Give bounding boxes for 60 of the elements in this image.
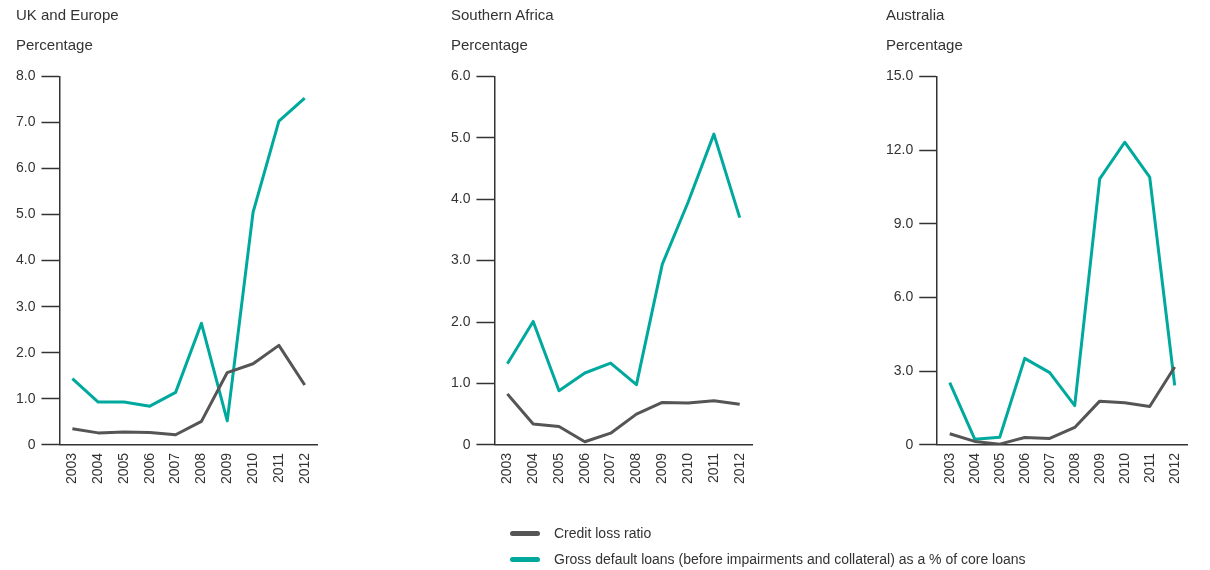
legend-label: Gross default loans (before impairments and collateral) as a % of core loans [554,551,1026,567]
y-tick-label: 9.0 [893,214,914,231]
chart-title: Southern Africa [451,6,554,23]
x-tick-label: 2010 [1115,452,1132,485]
x-tick-label: 2007 [166,452,183,485]
y-tick-label: 1.0 [450,374,471,391]
y-tick-label: 3.0 [15,297,36,314]
legend-label: Credit loss ratio [554,525,652,541]
y-tick-label: 7.0 [15,113,36,130]
x-tick-label: 2012 [1165,452,1182,485]
x-tick-label: 2010 [678,452,695,485]
y-tick-label: 6.0 [893,288,914,305]
x-tick-label: 2010 [243,452,260,485]
y-tick-label: 5.0 [450,128,471,145]
y-tick-label: 1.0 [15,389,36,406]
x-tick-label: 2005 [114,452,131,485]
x-tick-label: 2012 [295,452,312,485]
x-tick-label: 2006 [1015,452,1032,485]
x-tick-label: 2005 [990,452,1007,485]
y-tick-label: 2.0 [15,343,36,360]
y-tick-label: 8.0 [15,67,36,84]
x-tick-label: 2003 [940,452,957,485]
x-tick-label: 2008 [192,452,209,485]
x-tick-label: 2011 [269,452,286,483]
x-tick-label: 2008 [627,452,644,485]
x-tick-label: 2011 [704,452,721,483]
y-axis-title: Percentage [886,36,963,53]
x-tick-label: 2003 [63,452,80,485]
y-tick-label: 0 [905,435,914,452]
y-tick-label: 2.0 [450,312,471,329]
x-tick-label: 2004 [965,452,982,485]
x-tick-label: 2012 [730,452,747,485]
x-tick-label: 2009 [1090,452,1107,485]
x-tick-label: 2006 [140,452,157,485]
chart-title: UK and Europe [16,6,119,23]
x-tick-label: 2008 [1065,452,1082,485]
chart-title: Australia [886,6,945,23]
y-tick-label: 12.0 [886,140,914,157]
x-tick-label: 2006 [575,452,592,485]
x-tick-label: 2003 [498,452,515,485]
y-tick-label: 5.0 [15,205,36,222]
y-tick-label: 4.0 [15,251,36,268]
x-tick-label: 2004 [524,452,541,485]
x-tick-label: 2007 [601,452,618,485]
y-axis-title: Percentage [451,36,528,53]
y-tick-label: 0 [462,435,471,452]
x-tick-label: 2004 [89,452,106,485]
y-axis-title: Percentage [16,36,93,53]
x-tick-label: 2005 [549,452,566,485]
y-tick-label: 3.0 [893,362,914,379]
y-tick-label: 6.0 [15,159,36,176]
y-tick-label: 3.0 [450,251,471,268]
x-tick-label: 2011 [1140,452,1157,483]
x-tick-label: 2009 [218,452,235,485]
y-tick-label: 4.0 [450,190,471,207]
y-tick-label: 15.0 [886,67,914,84]
y-tick-label: 6.0 [450,67,471,84]
x-tick-label: 2009 [653,452,670,485]
y-tick-label: 0 [27,435,36,452]
x-tick-label: 2007 [1040,452,1057,485]
